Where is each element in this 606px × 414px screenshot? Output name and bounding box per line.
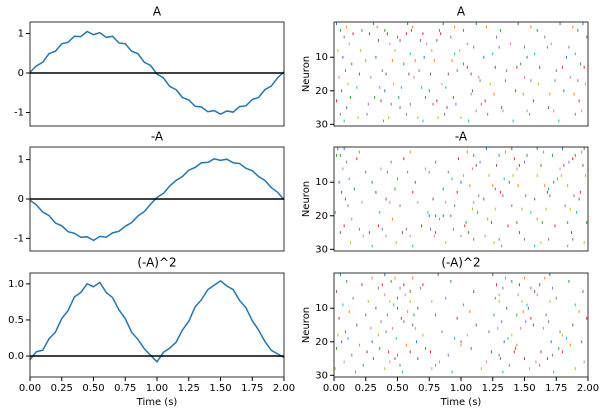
- y-tick-label: -1: [14, 108, 24, 119]
- signal-line: [29, 158, 285, 242]
- y-tick-label: 0: [18, 68, 24, 79]
- y-tick-label: 0: [18, 194, 24, 205]
- x-tick-label: 1.75: [241, 383, 263, 394]
- y-tick-label: 20: [315, 86, 328, 97]
- y-tick-label: 30: [315, 244, 328, 255]
- x-tick-label: 0.25: [51, 383, 73, 394]
- y-tick-label: 0.5: [8, 315, 24, 326]
- subplot-title: (-A)^2: [137, 256, 176, 270]
- axes-frame: [333, 21, 589, 127]
- x-axis-label: Time (s): [136, 397, 178, 408]
- x-tick-label: 0.50: [82, 383, 104, 394]
- subplot-title: (-A)^2: [441, 256, 480, 270]
- signal-line: [29, 280, 285, 364]
- axes-frame: [333, 272, 589, 378]
- y-tick-label: 20: [315, 211, 328, 222]
- x-tick-label: 1.00: [146, 383, 168, 394]
- y-axis-label: Neuron: [301, 181, 312, 217]
- y-tick-label: 20: [315, 337, 328, 348]
- y-tick-label: 0.0: [8, 351, 24, 362]
- x-tick-label: 1.00: [450, 383, 472, 394]
- x-tick-label: 2.00: [577, 383, 599, 394]
- subplot-title: A: [153, 5, 162, 19]
- y-tick-label: 1: [18, 155, 24, 166]
- axes-frame: [333, 146, 589, 252]
- y-tick-label: 10: [315, 303, 328, 314]
- x-tick-label: 0.00: [19, 383, 41, 394]
- x-tick-label: 1.25: [482, 383, 504, 394]
- x-tick-label: 0.75: [114, 383, 136, 394]
- y-tick-label: 10: [315, 52, 328, 63]
- y-tick-label: 1.0: [8, 279, 24, 290]
- x-tick-label: 0.50: [386, 383, 408, 394]
- y-axis-label: Neuron: [301, 56, 312, 92]
- subplot-title: -A: [455, 130, 468, 144]
- x-tick-label: 1.50: [513, 383, 535, 394]
- axes-frame: [29, 146, 285, 252]
- subplot-title: A: [457, 5, 466, 19]
- x-tick-label: 1.25: [178, 383, 200, 394]
- x-tick-label: 1.75: [545, 383, 567, 394]
- x-tick-label: 1.50: [209, 383, 231, 394]
- x-axis-label: Time (s): [440, 397, 482, 408]
- y-tick-label: 1: [18, 28, 24, 39]
- x-tick-label: 2.00: [273, 383, 295, 394]
- y-axis-label: Neuron: [301, 307, 312, 343]
- y-tick-label: -1: [14, 233, 24, 244]
- subplot-title: -A: [151, 130, 164, 144]
- axes-frame: [29, 272, 285, 378]
- signal-line: [29, 30, 285, 115]
- axes-frame: [29, 21, 285, 127]
- x-tick-label: 0.00: [323, 383, 345, 394]
- y-tick-label: 10: [315, 177, 328, 188]
- x-tick-label: 0.75: [418, 383, 440, 394]
- x-tick-label: 0.25: [355, 383, 377, 394]
- y-tick-label: 30: [315, 370, 328, 381]
- y-tick-label: 30: [315, 119, 328, 130]
